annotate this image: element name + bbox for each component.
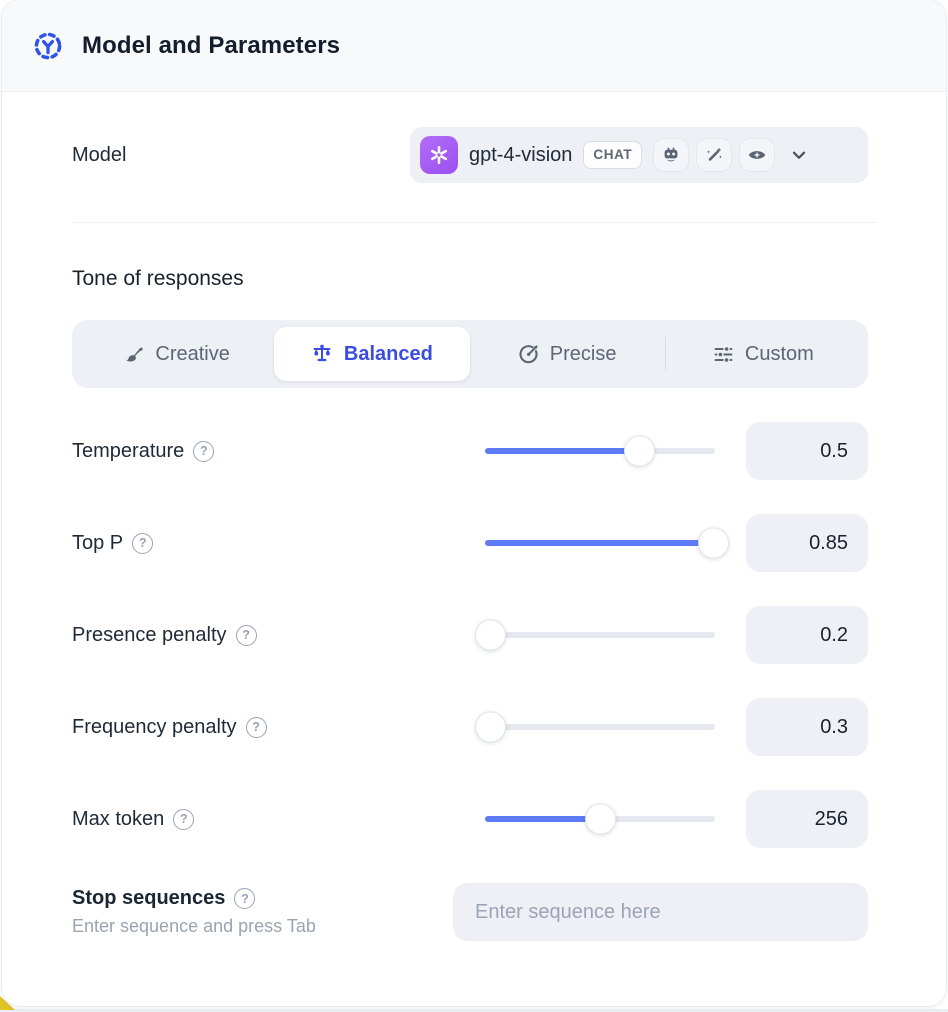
parameters-list: Temperature ? 0.5 Top P (72, 422, 868, 848)
stop-sequence-input[interactable] (453, 883, 868, 941)
tone-heading: Tone of responses (72, 267, 244, 290)
model-label: Model (72, 143, 127, 166)
param-row-presence-penalty: Presence penalty ? 0.2 (72, 606, 868, 664)
slider-thumb[interactable] (474, 619, 506, 651)
tab-label: Custom (744, 342, 814, 365)
slider-track[interactable] (474, 711, 715, 743)
model-select[interactable]: gpt-4-vision CHAT (410, 127, 868, 183)
help-icon[interactable]: ? (132, 532, 154, 554)
openai-logo-icon (420, 136, 458, 174)
slider-thumb[interactable] (474, 711, 506, 743)
help-icon[interactable]: ? (234, 888, 256, 909)
card-header: Model and Parameters (2, 0, 946, 92)
sliders-icon (714, 345, 733, 363)
target-arrow-icon (519, 344, 538, 363)
slider-fill (485, 803, 616, 835)
page-bottom-edge (0, 1009, 948, 1012)
slider-thumb[interactable] (624, 435, 656, 467)
tab-custom[interactable]: Custom (666, 327, 861, 381)
stop-sequences-row: Stop sequences ? Enter sequence and pres… (72, 883, 868, 941)
tab-divider (664, 337, 666, 371)
paintbrush-icon (126, 347, 144, 361)
param-value[interactable]: 0.3 (746, 698, 868, 756)
param-label: Temperature (72, 439, 185, 462)
help-icon[interactable]: ? (193, 440, 215, 462)
slider-track[interactable] (474, 619, 715, 651)
magic-wand-icon (696, 138, 733, 172)
slider-track[interactable] (485, 527, 729, 559)
tab-creative[interactable]: Creative (79, 327, 274, 381)
section-divider (72, 222, 876, 223)
vision-eye-icon (739, 138, 776, 172)
max-token-slider[interactable] (485, 803, 715, 835)
slider-track[interactable] (485, 435, 715, 467)
model-name: gpt-4-vision (469, 143, 573, 166)
help-icon[interactable]: ? (173, 808, 195, 830)
slider-fill (474, 619, 506, 651)
tab-precise[interactable]: Precise (470, 327, 665, 381)
chat-type-badge: CHAT (583, 141, 643, 169)
help-icon[interactable]: ? (235, 624, 257, 646)
stop-sequences-label-block: Stop sequences ? Enter sequence and pres… (72, 887, 423, 937)
slider-thumb[interactable] (585, 803, 616, 835)
model-row: Model gpt-4-vision (72, 127, 868, 183)
param-label: Frequency penalty (72, 715, 237, 738)
param-label: Max token (72, 807, 165, 830)
stop-sequences-label: Stop sequences (72, 887, 226, 909)
param-row-max-token: Max token ? 256 (72, 790, 868, 848)
top-p-slider[interactable] (485, 527, 729, 559)
slider-fill (485, 527, 729, 559)
tone-tabs: Creative Balanced (72, 320, 868, 388)
tab-label: Balanced (343, 342, 433, 365)
chevron-down-icon[interactable] (788, 144, 810, 166)
param-label: Presence penalty (72, 623, 227, 646)
param-value[interactable]: 0.2 (746, 606, 868, 664)
param-label: Top P (72, 531, 124, 554)
slider-track[interactable] (485, 803, 715, 835)
tab-balanced[interactable]: Balanced (274, 327, 470, 381)
slider-fill (474, 711, 506, 743)
param-row-frequency-penalty: Frequency penalty ? 0.3 (72, 698, 868, 756)
balance-scale-icon (313, 344, 331, 362)
tab-label: Creative (155, 342, 230, 365)
param-row-top-p: Top P ? 0.85 (72, 514, 868, 572)
page-title: Model and Parameters (82, 31, 341, 59)
frequency-penalty-slider[interactable] (474, 711, 715, 743)
model-hub-icon (34, 32, 62, 59)
card-body: Model gpt-4-vision (2, 92, 946, 941)
tab-label: Precise (549, 342, 617, 365)
stop-sequences-hint: Enter sequence and press Tab (72, 916, 316, 936)
param-value[interactable]: 0.5 (746, 422, 868, 480)
temperature-slider[interactable] (485, 435, 715, 467)
robot-icon (653, 138, 690, 172)
slider-fill (485, 435, 656, 467)
param-value[interactable]: 256 (746, 790, 868, 848)
presence-penalty-slider[interactable] (474, 619, 715, 651)
param-row-temperature: Temperature ? 0.5 (72, 422, 868, 480)
help-icon[interactable]: ? (245, 716, 267, 738)
param-value[interactable]: 0.85 (746, 514, 868, 572)
slider-thumb[interactable] (697, 527, 729, 559)
